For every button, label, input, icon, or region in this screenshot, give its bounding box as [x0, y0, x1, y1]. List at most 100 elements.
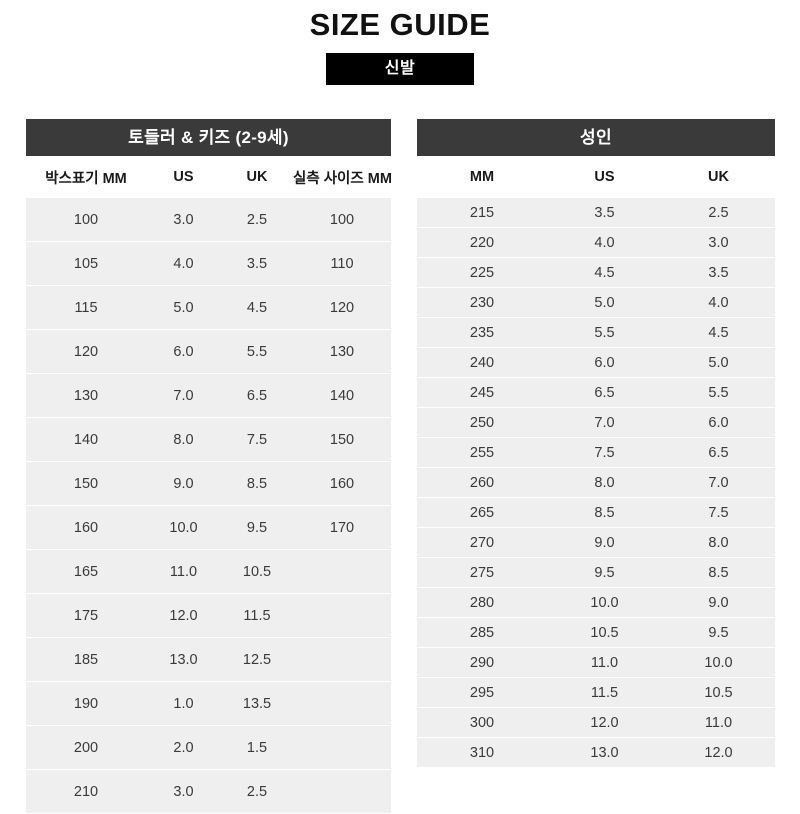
adult-size-table: MM US UK 215 3.5 2.5 220 4.0 3.0 225 4.5 3.5 230 5…: [417, 156, 775, 768]
adult-cell: 220: [417, 227, 547, 258]
kids-cell: 1.0: [146, 681, 221, 726]
adult-cell: 285: [417, 617, 547, 648]
adult-col-header-us: US: [547, 156, 662, 198]
kids-size-table-section: 토들러 & 키즈 (2-9세) 박스표기 MM US UK 실측 사이즈 MM …: [26, 119, 392, 814]
kids-cell: 185: [26, 637, 146, 682]
table-row: 255 7.5 6.5: [417, 437, 775, 468]
kids-cell: 120: [293, 285, 391, 330]
adult-cell: 6.5: [547, 377, 662, 408]
kids-cell: 200: [26, 725, 146, 770]
adult-cell: 8.5: [662, 557, 775, 588]
adult-cell: 230: [417, 287, 547, 318]
adult-cell: 7.0: [547, 407, 662, 438]
size-tables-container: 토들러 & 키즈 (2-9세) 박스표기 MM US UK 실측 사이즈 MM …: [0, 119, 800, 814]
adult-cell: 270: [417, 527, 547, 558]
adult-cell: 7.5: [662, 497, 775, 528]
adult-cell: 10.0: [547, 587, 662, 618]
kids-cell: 160: [293, 461, 391, 506]
kids-cell: 105: [26, 241, 146, 286]
adult-cell: 10.5: [547, 617, 662, 648]
category-badge-row: 신발: [0, 52, 800, 85]
kids-cell: [293, 593, 391, 638]
adult-cell: 8.5: [547, 497, 662, 528]
kids-cell: 13.0: [146, 637, 221, 682]
table-row: 245 6.5 5.5: [417, 377, 775, 408]
kids-cell: 120: [26, 329, 146, 374]
kids-cell: 11.0: [146, 549, 221, 594]
adult-cell: 290: [417, 647, 547, 678]
adult-cell: 7.0: [662, 467, 775, 498]
kids-cell: 5.5: [221, 329, 293, 374]
table-row: 250 7.0 6.0: [417, 407, 775, 438]
table-row: 220 4.0 3.0: [417, 227, 775, 258]
adult-cell: 6.0: [547, 347, 662, 378]
adult-cell: 240: [417, 347, 547, 378]
adult-cell: 3.0: [662, 227, 775, 258]
kids-cell: 150: [26, 461, 146, 506]
kids-cell: 7.0: [146, 373, 221, 418]
adult-cell: 215: [417, 198, 547, 228]
kids-cell: 8.0: [146, 417, 221, 462]
table-row: 300 12.0 11.0: [417, 707, 775, 738]
adult-cell: 11.5: [547, 677, 662, 708]
table-row: 285 10.5 9.5: [417, 617, 775, 648]
kids-cell: 165: [26, 549, 146, 594]
adult-cell: 3.5: [547, 198, 662, 228]
table-row: 185 13.0 12.5: [26, 637, 391, 682]
table-row: 225 4.5 3.5: [417, 257, 775, 288]
table-row: 230 5.0 4.0: [417, 287, 775, 318]
adult-col-header-mm: MM: [417, 156, 547, 198]
adult-cell: 295: [417, 677, 547, 708]
adult-cell: 5.5: [547, 317, 662, 348]
adult-cell: 4.0: [547, 227, 662, 258]
kids-cell: 11.5: [221, 593, 293, 638]
table-row: 210 3.0 2.5: [26, 769, 391, 814]
kids-cell: 140: [26, 417, 146, 462]
table-row: 140 8.0 7.5 150: [26, 417, 391, 462]
adult-cell: 275: [417, 557, 547, 588]
adult-cell: 11.0: [547, 647, 662, 678]
kids-col-header-box-mm: 박스표기 MM: [26, 156, 146, 198]
kids-cell: 10.5: [221, 549, 293, 594]
adult-cell: 6.0: [662, 407, 775, 438]
adult-col-header-uk: UK: [662, 156, 775, 198]
kids-cell: [293, 637, 391, 682]
kids-table-head: 박스표기 MM US UK 실측 사이즈 MM: [26, 156, 392, 198]
kids-cell: 150: [293, 417, 391, 462]
table-row: 265 8.5 7.5: [417, 497, 775, 528]
adult-header-row: MM US UK: [417, 156, 775, 198]
kids-cell: 2.5: [221, 769, 293, 814]
table-row: 290 11.0 10.0: [417, 647, 775, 678]
adult-cell: 7.5: [547, 437, 662, 468]
adult-cell: 265: [417, 497, 547, 528]
table-row: 115 5.0 4.5 120: [26, 285, 391, 330]
kids-col-header-us: US: [146, 156, 221, 198]
adult-cell: 235: [417, 317, 547, 348]
table-row: 130 7.0 6.5 140: [26, 373, 391, 418]
table-row: 235 5.5 4.5: [417, 317, 775, 348]
adult-cell: 4.5: [547, 257, 662, 288]
table-row: 100 3.0 2.5 100: [26, 198, 391, 242]
kids-cell: 12.0: [146, 593, 221, 638]
table-row: 295 11.5 10.5: [417, 677, 775, 708]
kids-cell: 115: [26, 285, 146, 330]
kids-cell: 4.5: [221, 285, 293, 330]
adult-table-head: MM US UK: [417, 156, 775, 198]
kids-cell: 8.5: [221, 461, 293, 506]
adult-table-title: 성인: [417, 119, 775, 156]
table-row: 165 11.0 10.5: [26, 549, 391, 594]
kids-table-body: 100 3.0 2.5 100 105 4.0 3.5 110 115 5.0 4.5 120 120 6…: [26, 198, 391, 814]
kids-cell: 3.0: [146, 198, 221, 242]
kids-col-header-actual-mm: 실측 사이즈 MM: [293, 156, 392, 198]
adult-cell: 260: [417, 467, 547, 498]
adult-cell: 2.5: [662, 198, 775, 228]
kids-cell: 3.0: [146, 769, 221, 814]
adult-cell: 4.0: [662, 287, 775, 318]
category-badge: 신발: [326, 52, 474, 85]
kids-cell: 130: [293, 329, 391, 374]
kids-col-header-uk: UK: [221, 156, 293, 198]
adult-cell: 12.0: [662, 737, 775, 768]
kids-cell: 6.5: [221, 373, 293, 418]
page-title: SIZE GUIDE: [309, 7, 491, 42]
kids-cell: 160: [26, 505, 146, 550]
